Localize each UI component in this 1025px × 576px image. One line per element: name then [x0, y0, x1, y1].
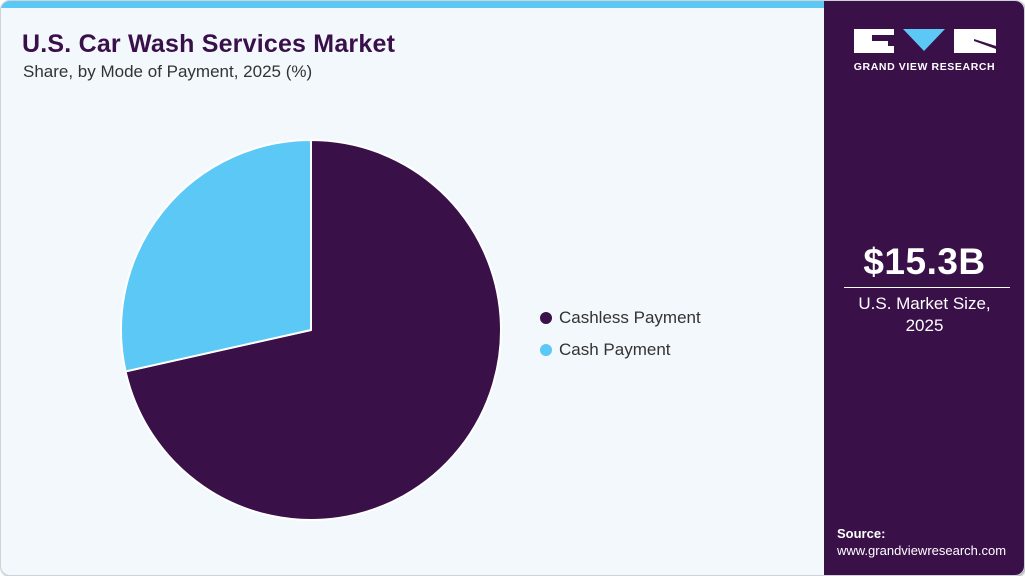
market-size-label-line1: U.S. Market Size,	[858, 294, 991, 313]
legend-item-cash: Cash Payment	[540, 334, 701, 366]
pie-slices	[120, 139, 502, 521]
legend: Cashless Payment Cash Payment	[540, 302, 701, 366]
gvr-logo-icon	[854, 29, 996, 53]
source-label: Source:	[837, 526, 886, 541]
pie-slice-cash-payment	[120, 139, 312, 373]
chart-title: U.S. Car Wash Services Market	[22, 30, 396, 58]
sidebar-panel: GRAND VIEW RESEARCH $15.3B U.S. Market S…	[824, 1, 1024, 575]
chart-subtitle: Share, by Mode of Payment, 2025 (%)	[23, 62, 313, 81]
market-size-value: $15.3B	[863, 241, 986, 282]
legend-dot-icon	[540, 344, 552, 356]
source-link[interactable]: www.grandviewresearch.com	[837, 543, 1007, 558]
legend-item-cashless: Cashless Payment	[540, 302, 701, 334]
accent-bar	[1, 1, 824, 8]
brand-name: GRAND VIEW RESEARCH	[853, 61, 996, 73]
legend-dot-icon	[540, 312, 552, 324]
market-size-label: U.S. Market Size, 2025	[824, 293, 1024, 337]
divider	[844, 287, 1010, 288]
legend-label: Cash Payment	[559, 340, 671, 359]
pie-slice-cashless-payment	[124, 139, 502, 521]
pie-chart	[120, 139, 502, 521]
market-size-label-line2: 2025	[905, 316, 944, 335]
legend-label: Cashless Payment	[559, 308, 701, 327]
